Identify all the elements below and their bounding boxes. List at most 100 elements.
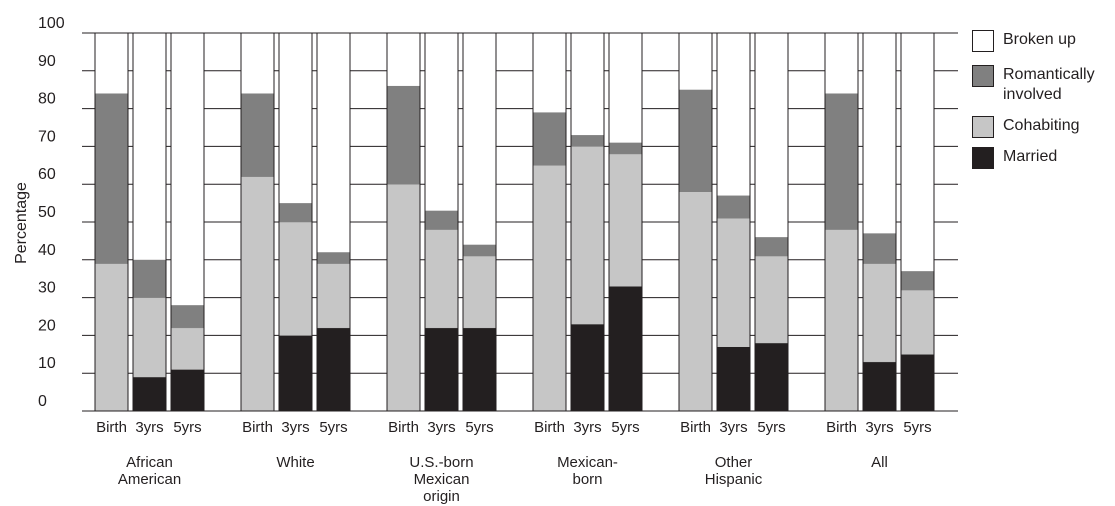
- bars: [94, 32, 935, 412]
- bar-all-5yrs-broken-up: [901, 33, 934, 272]
- bar-other-hispanic-3yrs-cohabiting: [716, 217, 751, 347]
- bar-outline-u-s-born-mexican-origin-birth: [386, 32, 421, 412]
- bar-white-birth-broken-up: [241, 33, 274, 94]
- bar-u-s-born-mexican-origin-3yrs-romantically-involved: [424, 210, 459, 230]
- group-label-other-hispanic-line1: Other: [715, 454, 753, 471]
- bar-mexican-born-5yrs-broken-up: [609, 33, 642, 143]
- bar-all-3yrs-married: [862, 361, 897, 412]
- bar-outline-mexican-born-birth: [532, 32, 567, 412]
- legend-label-cohabiting: Cohabiting: [1003, 117, 1080, 134]
- bar-white-5yrs-broken-up: [317, 33, 350, 253]
- group-label-other-hispanic-line2: Hispanic: [705, 471, 763, 488]
- bar-mexican-born-3yrs-married: [570, 323, 605, 412]
- sublabel-mexican-born-birth: Birth: [534, 419, 565, 436]
- sublabel-all-3yrs: 3yrs: [865, 419, 893, 436]
- bar-mexican-born-birth-romantically-involved: [532, 112, 567, 166]
- y-tick-70: 70: [38, 128, 56, 145]
- bar-outline-african-american-birth: [94, 32, 129, 412]
- bar-outline-white-3yrs: [278, 32, 313, 412]
- bar-all-birth-romantically-involved: [824, 93, 859, 230]
- y-axis-label: Percentage: [13, 182, 30, 264]
- bar-all-birth-broken-up: [825, 33, 858, 94]
- group-label-mexican-born-line2: born: [572, 471, 602, 488]
- sublabel-u-s-born-mexican-origin-birth: Birth: [388, 419, 419, 436]
- legend-label-married: Married: [1003, 148, 1058, 165]
- legend-item-broken-up: Broken up: [972, 30, 1076, 52]
- bar-u-s-born-mexican-origin-5yrs-broken-up: [463, 33, 496, 245]
- legend-item-married: Married: [972, 147, 1057, 169]
- y-tick-30: 30: [38, 280, 56, 297]
- y-tick-labels: 0 10 20 30 40 50 60 70 80 90 100: [38, 15, 65, 410]
- legend-swatch-romantically-involved: [972, 65, 994, 87]
- sublabel-white-5yrs: 5yrs: [319, 419, 347, 436]
- bar-other-hispanic-5yrs-romantically-involved: [754, 236, 789, 257]
- bar-u-s-born-mexican-origin-5yrs-cohabiting: [462, 255, 497, 329]
- y-tick-60: 60: [38, 166, 56, 183]
- sublabel-mexican-born-5yrs: 5yrs: [611, 419, 639, 436]
- bar-african-american-5yrs-broken-up: [171, 33, 204, 306]
- y-tick-100: 100: [38, 15, 65, 32]
- bar-u-s-born-mexican-origin-3yrs-married: [424, 327, 459, 412]
- bar-mexican-born-birth-broken-up: [533, 33, 566, 113]
- group-label-all-line1: All: [871, 454, 888, 471]
- bar-mexican-born-5yrs-cohabiting: [608, 153, 643, 287]
- bar-sublabels: Birth 3yrs 5yrs Birth 3yrs 5yrs Birth 3yrs 5yrs B…: [96, 419, 932, 436]
- bar-outline-all-5yrs: [900, 32, 935, 412]
- group-label-white-line1: White: [276, 454, 314, 471]
- bar-all-3yrs-broken-up: [863, 33, 896, 234]
- bar-white-5yrs-cohabiting: [316, 263, 351, 329]
- bar-african-american-birth-romantically-involved: [94, 93, 129, 264]
- bar-white-3yrs-married: [278, 335, 313, 412]
- y-tick-40: 40: [38, 242, 56, 259]
- bar-mexican-born-5yrs-romantically-involved: [608, 142, 643, 155]
- bar-outline-u-s-born-mexican-origin-5yrs: [462, 32, 497, 412]
- bar-all-5yrs-romantically-involved: [900, 270, 935, 291]
- bar-outline-african-american-5yrs: [170, 32, 205, 412]
- bar-u-s-born-mexican-origin-3yrs-cohabiting: [424, 229, 459, 329]
- group-label-u-s-born-mexican-origin-line3: origin: [423, 488, 460, 505]
- bar-outline-white-5yrs: [316, 32, 351, 412]
- sublabel-african-american-3yrs: 3yrs: [135, 419, 163, 436]
- bar-mexican-born-3yrs-broken-up: [571, 33, 604, 136]
- legend-swatch-married: [972, 147, 994, 169]
- bar-other-hispanic-birth-broken-up: [679, 33, 712, 90]
- legend-item-romantically-involved: Romantically involved: [972, 65, 1095, 105]
- bar-outline-all-3yrs: [862, 32, 897, 412]
- legend-item-cohabiting: Cohabiting: [972, 116, 1080, 138]
- bar-all-3yrs-cohabiting: [862, 263, 897, 363]
- bar-other-hispanic-5yrs-broken-up: [755, 33, 788, 238]
- bar-u-s-born-mexican-origin-5yrs-married: [462, 327, 497, 412]
- sublabel-all-birth: Birth: [826, 419, 857, 436]
- bar-other-hispanic-3yrs-married: [716, 346, 751, 412]
- bar-white-3yrs-romantically-involved: [278, 202, 313, 223]
- sublabel-u-s-born-mexican-origin-5yrs: 5yrs: [465, 419, 493, 436]
- legend-label-romantically-line2: involved: [1003, 86, 1062, 103]
- bar-african-american-3yrs-married: [132, 376, 167, 412]
- bar-mexican-born-3yrs-romantically-involved: [570, 134, 605, 147]
- bar-white-3yrs-broken-up: [279, 33, 312, 204]
- sublabel-african-american-birth: Birth: [96, 419, 127, 436]
- bar-outline-mexican-born-3yrs: [570, 32, 605, 412]
- y-tick-0: 0: [38, 393, 47, 410]
- bar-all-5yrs-married: [900, 354, 935, 412]
- bar-outline-other-hispanic-5yrs: [754, 32, 789, 412]
- y-tick-20: 20: [38, 317, 56, 334]
- bar-outline-mexican-born-5yrs: [608, 32, 643, 412]
- y-tick-80: 80: [38, 91, 56, 108]
- legend-swatch-broken-up: [972, 30, 994, 52]
- y-tick-50: 50: [38, 204, 56, 221]
- group-label-african-american-line1: African: [126, 454, 173, 471]
- sublabel-mexican-born-3yrs: 3yrs: [573, 419, 601, 436]
- bar-other-hispanic-birth-romantically-involved: [678, 89, 713, 193]
- bar-u-s-born-mexican-origin-birth-cohabiting: [386, 183, 421, 412]
- gridlines: [82, 32, 958, 412]
- legend-label-romantically-line1: Romantically: [1003, 66, 1095, 83]
- bar-mexican-born-3yrs-cohabiting: [570, 146, 605, 325]
- sublabel-u-s-born-mexican-origin-3yrs: 3yrs: [427, 419, 455, 436]
- sublabel-white-birth: Birth: [242, 419, 273, 436]
- bar-outline-all-birth: [824, 32, 859, 412]
- bar-african-american-3yrs-broken-up: [133, 33, 166, 260]
- bar-white-birth-romantically-involved: [240, 93, 275, 177]
- bar-outline-other-hispanic-3yrs: [716, 32, 751, 412]
